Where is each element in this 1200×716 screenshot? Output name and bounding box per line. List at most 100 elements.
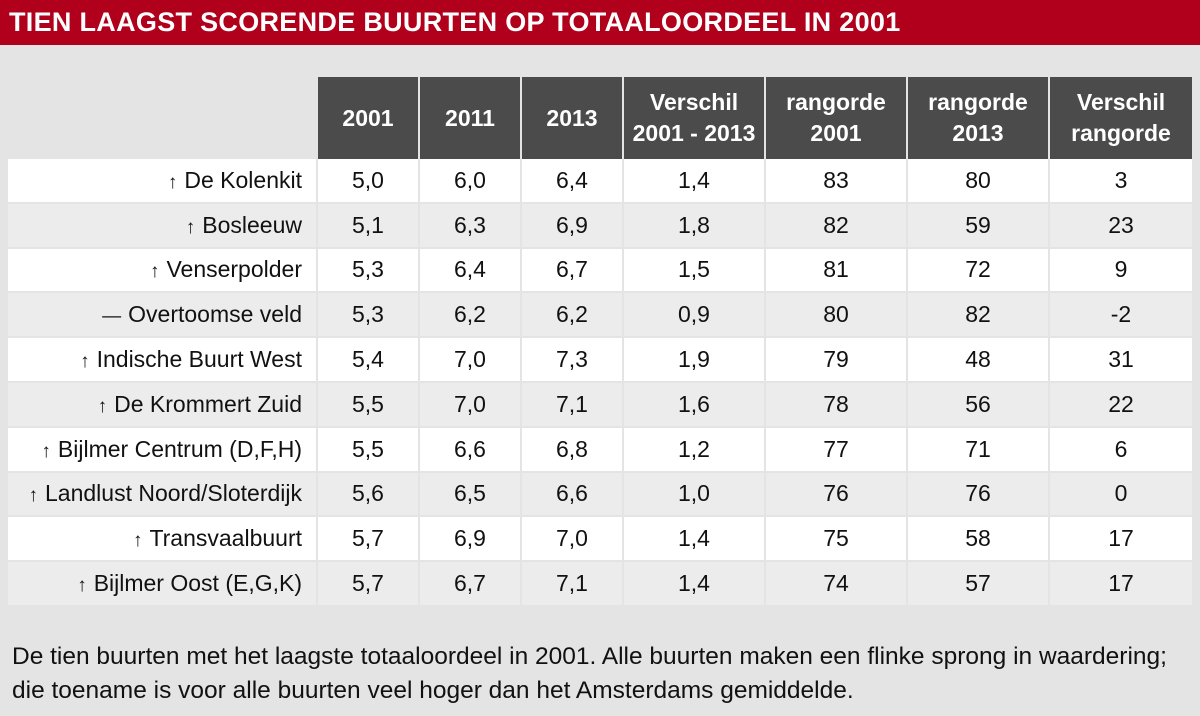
table-row: ↑ Bijlmer Centrum (D,F,H) 5,5 6,6 6,8 1,2 77 71… <box>8 427 1192 473</box>
column-header-sublabel: 2013 <box>952 120 1004 146</box>
score-2013-cell: 6,2 <box>522 293 624 339</box>
rank-difference-cell: 22 <box>1050 382 1192 428</box>
neighbourhood-name: Bijlmer Oost (E,G,K) <box>93 570 302 597</box>
score-2013-cell: 6,6 <box>522 472 624 518</box>
score-2001-cell: 5,3 <box>318 248 420 294</box>
score-2011-cell: 7,0 <box>420 382 522 428</box>
score-difference-cell: 1,4 <box>624 562 766 607</box>
rank-2013-cell: 82 <box>908 293 1050 339</box>
table-header-row: 2001 2011 2013 Verschil 2001 - 2013 rango… <box>8 77 1192 159</box>
rank-difference-cell: 6 <box>1050 427 1192 473</box>
column-header-2013: 2013 <box>522 77 624 159</box>
neighbourhood-name: Bosleeuw <box>202 211 302 238</box>
neighbourhood-name: Bijlmer Centrum (D,F,H) <box>57 435 302 462</box>
rank-difference-cell: -2 <box>1050 293 1192 339</box>
neighbourhood-name: Transvaalbuurt <box>149 525 302 552</box>
neighbourhood-cell: ↑ Indische Buurt West <box>8 338 318 383</box>
rank-2001-cell: 78 <box>766 382 908 428</box>
arrow-up-icon: ↑ <box>97 395 108 417</box>
score-2001-cell: 5,0 <box>318 159 420 204</box>
neighbourhood-name: Landlust Noord/Sloterdijk <box>45 480 302 507</box>
arrow-up-icon: ↑ <box>149 261 160 283</box>
arrow-up-icon: ↑ <box>41 440 51 462</box>
table-row: ↑ Indische Buurt West 5,4 7,0 7,3 1,9 79 48 31 <box>8 338 1192 383</box>
neighbourhood-cell: ↑ Bijlmer Centrum (D,F,H) <box>8 427 318 473</box>
arrow-up-icon: ↑ <box>80 351 90 373</box>
rank-difference-cell: 0 <box>1050 472 1192 518</box>
arrow-up-icon: ↑ <box>77 575 87 597</box>
rank-2013-cell: 56 <box>908 382 1050 428</box>
score-2013-cell: 6,9 <box>522 203 624 249</box>
rank-2001-cell: 76 <box>766 472 908 518</box>
score-2001-cell: 5,5 <box>318 382 420 428</box>
neighbourhood-cell: ↑ Bijlmer Oost (E,G,K) <box>8 562 318 607</box>
table-row: — Overtoomse veld 5,3 6,2 6,2 0,9 80 82 -2 <box>8 293 1192 339</box>
score-2011-cell: 6,9 <box>420 517 522 563</box>
rank-2013-cell: 58 <box>908 517 1050 563</box>
neighbourhood-cell: ↑ Landlust Noord/Sloterdijk <box>8 472 318 518</box>
column-header-label: rangorde <box>928 89 1028 115</box>
table-row: ↑ Venserpolder 5,3 6,4 6,7 1,5 81 72 9 <box>8 248 1192 294</box>
rank-2001-cell: 81 <box>766 248 908 294</box>
rank-2001-cell: 80 <box>766 293 908 339</box>
score-2013-cell: 6,4 <box>522 159 624 204</box>
neighbourhood-cell: ↑ De Kolenkit <box>8 159 318 204</box>
column-header-rangorde-2013: rangorde 2013 <box>908 77 1050 159</box>
arrow-up-icon: ↑ <box>132 530 143 552</box>
score-2001-cell: 5,3 <box>318 293 420 339</box>
neighbourhood-name: Venserpolder <box>166 256 302 283</box>
table-caption: De tien buurten met het laagste totaaloo… <box>12 643 1167 704</box>
score-2011-cell: 6,0 <box>420 159 522 204</box>
rank-2013-cell: 48 <box>908 338 1050 383</box>
score-difference-cell: 1,6 <box>624 382 766 428</box>
rank-2001-cell: 77 <box>766 427 908 473</box>
rank-difference-cell: 23 <box>1050 203 1192 249</box>
table-row: ↑ Bosleeuw 5,1 6,3 6,9 1,8 82 59 23 <box>8 203 1192 249</box>
rank-difference-cell: 9 <box>1050 248 1192 294</box>
table-row: ↑ Transvaalbuurt 5,7 6,9 7,0 1,4 75 58 17 <box>8 517 1192 563</box>
column-header-verschil: Verschil 2001 - 2013 <box>624 77 766 159</box>
score-2011-cell: 6,4 <box>420 248 522 294</box>
score-2011-cell: 6,5 <box>420 472 522 518</box>
neighbourhood-name: De Kolenkit <box>184 166 302 193</box>
neighbourhood-name: Overtoomse veld <box>128 301 302 328</box>
rank-2013-cell: 80 <box>908 159 1050 204</box>
ranking-table: 2001 2011 2013 Verschil 2001 - 2013 rango… <box>8 77 1192 607</box>
score-difference-cell: 1,2 <box>624 427 766 473</box>
score-difference-cell: 1,4 <box>624 159 766 204</box>
column-header-sublabel: 2001 <box>810 120 862 146</box>
header-corner <box>8 77 318 159</box>
rank-2001-cell: 75 <box>766 517 908 563</box>
rank-2001-cell: 79 <box>766 338 908 383</box>
score-2011-cell: 6,3 <box>420 203 522 249</box>
score-2001-cell: 5,4 <box>318 338 420 383</box>
arrow-up-icon: ↑ <box>167 171 178 193</box>
table-row: ↑ De Kolenkit 5,0 6,0 6,4 1,4 83 80 3 <box>8 159 1192 204</box>
column-header-label: rangorde <box>786 89 886 115</box>
rank-2013-cell: 71 <box>908 427 1050 473</box>
column-header-rangorde-2001: rangorde 2001 <box>766 77 908 159</box>
score-2011-cell: 6,7 <box>420 562 522 607</box>
score-2013-cell: 7,0 <box>522 517 624 563</box>
score-difference-cell: 0,9 <box>624 293 766 339</box>
page-title: TIEN LAAGST SCORENDE BUURTEN OP TOTAALOO… <box>0 0 1200 45</box>
neighbourhood-cell: ↑ Transvaalbuurt <box>8 517 318 563</box>
score-2001-cell: 5,5 <box>318 427 420 473</box>
score-2011-cell: 6,6 <box>420 427 522 473</box>
rank-difference-cell: 31 <box>1050 338 1192 383</box>
score-difference-cell: 1,4 <box>624 517 766 563</box>
table-row: ↑ Bijlmer Oost (E,G,K) 5,7 6,7 7,1 1,4 74 57 17 <box>8 562 1192 607</box>
neighbourhood-cell: ↑ De Krommert Zuid <box>8 382 318 428</box>
score-difference-cell: 1,9 <box>624 338 766 383</box>
score-2001-cell: 5,1 <box>318 203 420 249</box>
rank-2013-cell: 57 <box>908 562 1050 607</box>
neighbourhood-cell: ↑ Venserpolder <box>8 248 318 294</box>
column-header-label: Verschil <box>649 89 739 115</box>
arrow-up-icon: ↑ <box>185 216 196 238</box>
table-row: ↑ De Krommert Zuid 5,5 7,0 7,1 1,6 78 56 22 <box>8 382 1192 428</box>
rank-2001-cell: 83 <box>766 159 908 204</box>
column-header-2001: 2001 <box>318 77 420 159</box>
score-2011-cell: 7,0 <box>420 338 522 383</box>
dash-icon: — <box>102 306 122 328</box>
column-header-label: 2001 <box>342 104 394 131</box>
